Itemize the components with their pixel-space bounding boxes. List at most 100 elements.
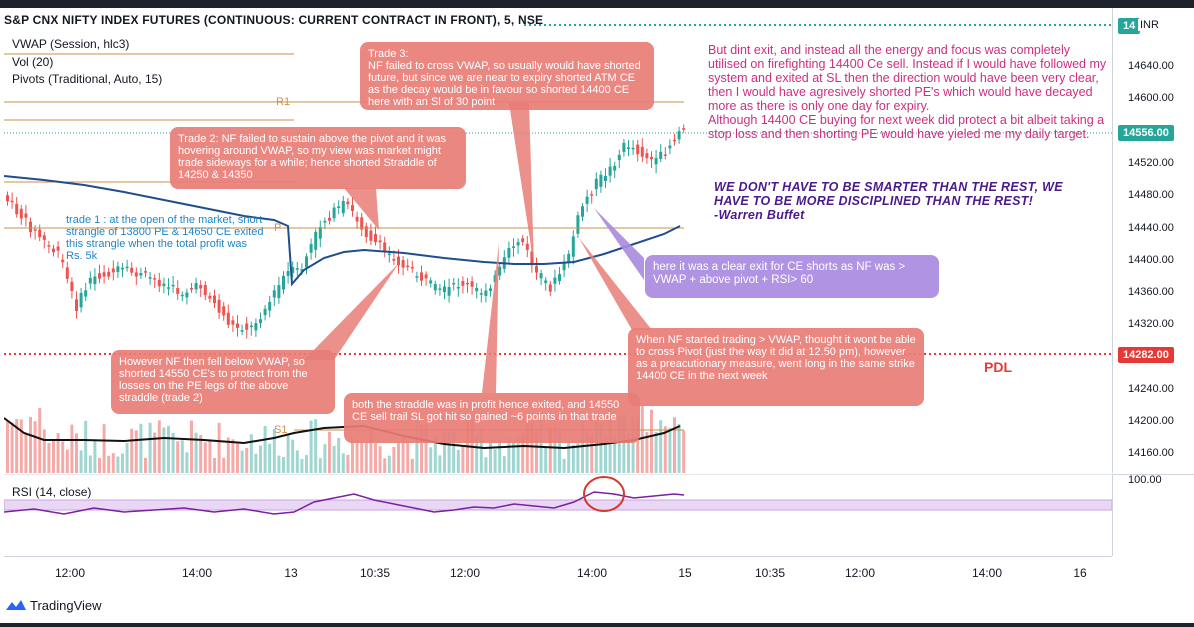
price-tick: 14240.00 [1128,383,1174,395]
candle-body [617,154,621,161]
candle-body [521,238,525,243]
candle-body [562,262,566,271]
candle-body [226,312,230,325]
candle-body [79,292,83,308]
volume-bar [125,442,129,473]
candle-body [420,272,423,281]
candle-body [466,282,469,285]
candle-body [636,144,640,155]
candle-body [245,323,249,330]
candle-body [553,277,557,284]
annotation-trade2: Trade 2: NF failed to sustain above the … [170,127,466,189]
volume-bar [29,416,32,473]
volume-bar [627,433,630,473]
rsi-pane[interactable] [4,474,1112,556]
rsi-highlight-circle [583,476,625,512]
volume-bar [456,449,460,473]
candles [6,124,686,339]
volume-bar [10,422,14,473]
pivot-r1-label: R1 [276,96,291,108]
annotation-reflection: But dint exit, and instead all the energ… [708,43,1107,141]
volume-bar [645,432,649,473]
candle-body [84,290,88,297]
price-tick: 14360.00 [1128,286,1174,298]
time-label: 16 [1073,566,1087,580]
time-label: 12:00 [449,566,481,580]
candle-body [535,265,538,273]
volume-bar [673,417,676,473]
volume-bar [682,430,686,473]
candle-body [544,280,548,284]
volume-bar [447,430,451,473]
volume-bar [530,422,534,473]
candle-body [300,269,304,272]
volume-bar [378,446,382,473]
volume-bar [516,437,520,473]
candle-body [208,295,212,299]
volume-bar [328,431,331,473]
volume-bar [226,437,230,473]
price-scale[interactable] [1112,8,1194,473]
volume-bar [231,439,235,473]
volume-bar [567,441,571,473]
candle-body [613,165,617,171]
candle-body [231,320,235,325]
rsi-tick: 100.00 [1128,474,1162,486]
candle-body [65,267,69,279]
candle-body [341,200,345,214]
volume-bar [52,440,55,473]
candle-body [516,242,520,246]
candle-body [107,271,111,277]
candle-body [654,158,658,165]
candle-body [286,271,290,276]
volume-bar [33,421,37,473]
candle-body [401,260,405,268]
legend-volume[interactable]: Vol (20) [12,55,54,69]
annotation-trade1: trade 1 : at the open of the market, sho… [66,214,264,262]
bottom-status-bar [0,623,1194,627]
volume-bar [176,441,180,473]
price-chart[interactable] [4,8,1112,473]
volume-bar [56,433,60,473]
candle-body [484,290,488,296]
volume-bar [493,449,497,473]
candle-body [236,323,239,328]
currency-label[interactable]: INR [1138,19,1161,31]
rsi-legend[interactable]: RSI (14, close) [12,485,92,499]
volume-bar [282,456,285,473]
volume-bar [15,419,19,473]
brand-name[interactable]: TradingView [30,598,102,613]
legend-vwap[interactable]: VWAP (Session, hlc3) [12,37,130,51]
candle-body [470,281,474,287]
legend-pivots[interactable]: Pivots (Traditional, Auto, 15) [12,72,163,86]
volume-bar [291,439,295,473]
volume-bar [75,433,78,473]
candle-body [337,206,341,209]
volume-bar [571,444,575,473]
volume-bar [617,416,621,473]
volume-bar [65,449,69,473]
volume-bar [259,445,262,473]
tradingview-logo-icon[interactable] [5,598,27,612]
candle-body [6,195,9,202]
candle-body [443,286,446,293]
volume-bar [622,413,626,473]
candle-body [498,266,502,276]
rsi-scale[interactable] [1112,474,1194,556]
volume-bar [594,421,598,473]
volume-bar [369,429,373,473]
candle-body [599,174,603,187]
candle-body [433,283,437,291]
time-label: 14:00 [576,566,608,580]
volume-bar [171,432,175,473]
volume-bar [544,447,548,473]
time-axis[interactable] [4,556,1112,586]
volume-bar [433,436,437,473]
chart-title: S&P CNX NIFTY INDEX FUTURES (CONTINUOUS:… [4,13,544,27]
volume-bar [305,455,308,473]
candle-body [539,273,543,279]
candle-body [268,301,272,311]
rsi-band [4,499,1112,511]
arrow-trade3 [509,103,534,266]
price-tick: 14480.00 [1128,189,1174,201]
